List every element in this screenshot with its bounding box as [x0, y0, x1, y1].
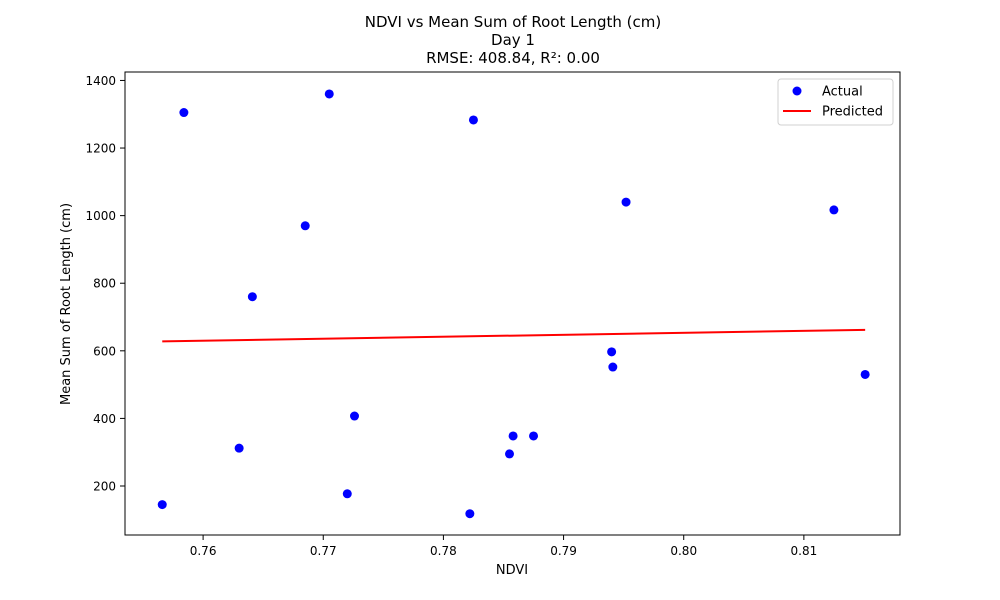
y-tick-label: 600	[93, 344, 116, 358]
actual-data-point	[468, 115, 478, 125]
x-tick-label: 0.77	[310, 544, 337, 558]
axes-frame	[124, 71, 901, 536]
predicted-line	[162, 328, 866, 343]
y-tick-label: 200	[93, 479, 116, 493]
y-tick-label: 400	[93, 412, 116, 426]
actual-data-point	[465, 509, 475, 519]
y-axis-label: Mean Sum of Root Length (cm)	[59, 203, 74, 405]
actual-data-point	[342, 489, 352, 499]
x-tick-label: 0.79	[550, 544, 577, 558]
actual-data-point	[608, 362, 618, 372]
legend-box	[777, 78, 894, 126]
x-tick-label: 0.78	[430, 544, 457, 558]
actual-data-point	[300, 221, 310, 231]
y-axis-ticks: 200 400 600 800 1000 1200 1400	[85, 74, 125, 493]
actual-data-point	[349, 411, 359, 421]
chart-subtitle-metrics: RMSE: 408.84, R²: 0.00	[426, 49, 600, 67]
actual-data-point	[860, 369, 870, 379]
x-axis-ticks: 0.76 0.77 0.78 0.79 0.80 0.81	[190, 535, 817, 558]
y-tick-label: 1000	[85, 209, 116, 223]
plot-content	[157, 89, 870, 519]
y-tick-label: 1200	[85, 142, 116, 156]
legend-actual-swatch	[792, 86, 802, 96]
x-tick-label: 0.76	[190, 544, 217, 558]
y-tick-label: 1400	[85, 74, 116, 88]
actual-data-point	[829, 205, 839, 215]
legend: Actual Predicted	[777, 78, 894, 126]
actual-data-point	[234, 443, 244, 453]
actual-data-point	[179, 108, 189, 118]
legend-label-predicted: Predicted	[822, 105, 883, 120]
legend-label-actual: Actual	[822, 85, 863, 100]
x-axis-label: NDVI	[496, 563, 528, 578]
actual-data-point	[324, 89, 334, 99]
actual-data-point	[529, 431, 539, 441]
actual-data-point	[157, 500, 167, 510]
actual-data-point	[247, 292, 257, 302]
actual-data-point	[607, 347, 617, 357]
x-tick-label: 0.81	[791, 544, 818, 558]
actual-data-point	[508, 431, 518, 441]
chart-subtitle-day: Day 1	[491, 31, 535, 49]
actual-data-point	[504, 449, 514, 459]
actual-data-point	[621, 197, 631, 207]
chart-title: NDVI vs Mean Sum of Root Length (cm)	[364, 13, 662, 31]
y-tick-label: 800	[93, 277, 116, 291]
x-tick-label: 0.80	[670, 544, 697, 558]
